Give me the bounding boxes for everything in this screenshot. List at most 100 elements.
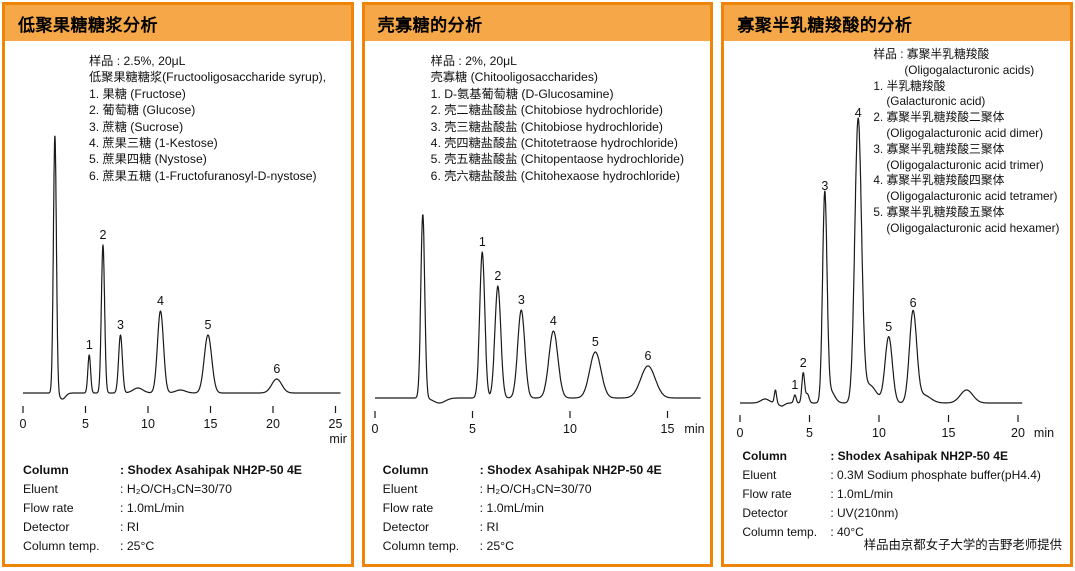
panel-oligogalacturonic-acids: 寡聚半乳糖羧酸的分析 样品 : 寡聚半乳糖羧酸 (Oligogalacturoni… <box>721 2 1074 567</box>
sample-line: 2. 寡聚半乳糖羧酸二聚体 <box>873 110 1005 125</box>
condition-row: Detector: UV(210nm) <box>742 504 1041 523</box>
tick-label: 10 <box>141 417 155 431</box>
sample-provider-note: 样品由京都女子大学的吉野老师提供 <box>863 538 1063 552</box>
condition-value: : 25°C <box>120 539 155 553</box>
peak-label: 5 <box>205 318 212 332</box>
axis-unit-label: min <box>329 432 347 446</box>
condition-row: Column temp. : 25°C <box>383 537 662 556</box>
sample-info: 样品 : 寡聚半乳糖羧酸 (Oligogalacturonic acids) 1. … <box>873 47 1059 237</box>
condition-label: Column <box>382 463 429 477</box>
sample-line: 1. 果糖 (Fructose) <box>89 86 186 101</box>
condition-value: : H₂O/CH₃CN=30/70 <box>120 482 232 496</box>
peak-label: 5 <box>886 320 893 334</box>
condition-value: : 1.0mL/min <box>830 487 894 501</box>
condition-label: Column temp. <box>742 525 818 539</box>
tick-label: 15 <box>660 422 674 436</box>
chromatogram-fructooligosaccharide: 0 5 10 15 20 25min 1 2 3 4 5 6 <box>20 135 347 446</box>
condition-row: Column temp.: 40°C <box>742 523 1041 542</box>
tick-label: 5 <box>469 422 476 436</box>
condition-label: Flow rate <box>742 487 792 501</box>
condition-value: : UV(210nm) <box>830 506 899 520</box>
condition-label: Detector <box>382 520 430 534</box>
sample-line: 3. 蔗糖 (Sucrose) <box>89 119 184 134</box>
peak-label: 2 <box>494 269 501 283</box>
analysis-conditions: Column: Shodex Asahipak NH2P-50 4E Eluent… <box>383 461 662 556</box>
peak-label: 2 <box>800 356 807 370</box>
sample-line: 1. D-氨基葡萄糖 (D-Glucosamine) <box>430 86 614 101</box>
sample-line: 1. 半乳糖羧酸 <box>873 78 946 93</box>
sample-line: 2. 壳二糖盐酸盐 (Chitobiose hydrochloride) <box>430 103 663 118</box>
sample-line: 4. 蔗果三糖 (1-Kestose) <box>89 136 218 151</box>
sample-line: 4. 壳四糖盐酸盐 (Chitotetraose hydrochloride) <box>430 136 678 151</box>
sample-line: 壳寡糖 (Chitooligosaccharides) <box>430 70 598 85</box>
panel-title-bar: 壳寡糖的分析 <box>364 5 711 41</box>
panel-title: 低聚果糖糖浆分析 <box>18 15 158 35</box>
condition-row: Column: Shodex Asahipak NH2P-50 4E <box>742 447 1041 466</box>
sample-line: (Oligogalacturonic acid dimer) <box>886 125 1044 140</box>
condition-value: : 0.3M Sodium phosphate buffer(pH4.4) <box>830 468 1041 482</box>
peak-label: 6 <box>910 296 917 310</box>
sample-info: 样品 : 2%, 20μL 壳寡糖 (Chitooligosaccharides)… <box>431 53 684 184</box>
sample-line: 5. 蔗果四糖 (Nystose) <box>89 152 207 167</box>
tick-label: 0 <box>371 422 378 436</box>
peak-label: 5 <box>592 335 599 349</box>
panel-fructooligosaccharide: 低聚果糖糖浆分析 样品 : 2.5%, 20μL 低聚果糖糖浆(Fructooli… <box>2 2 354 567</box>
condition-label: Eluent <box>742 468 777 482</box>
condition-label: Eluent <box>23 482 58 496</box>
condition-row: Flow rate : 1.0mL/min <box>742 485 1041 504</box>
sample-line: 低聚果糖糖浆(Fructooligosaccharide syrup), <box>89 70 327 85</box>
sample-line: (Oligogalacturonic acid tetramer) <box>886 189 1058 204</box>
peak-label: 1 <box>478 235 485 249</box>
condition-label: Eluent <box>382 482 418 496</box>
tick-label: 10 <box>872 426 886 440</box>
sample-line: 5. 寡聚半乳糖羧酸五聚体 <box>873 204 1005 219</box>
condition-row: Flow rate: 1.0mL/min <box>23 499 302 518</box>
sample-line: 6. 蔗果五糖 (1-Fructofuranosyl-D-nystose) <box>89 168 317 183</box>
chromatogram-oligogalacturonic-acids: 0 5 10 15 20 min 12 3 4 5 6 <box>737 106 1055 440</box>
condition-label: Detector <box>23 520 70 534</box>
peak-label: 2 <box>100 228 107 242</box>
analysis-conditions: Column: Shodex Asahipak NH2P-50 4E Eluent… <box>742 447 1041 542</box>
analysis-conditions: Column: Shodex Asahipak NH2P-50 4E Eluent… <box>23 461 302 556</box>
peak-label: 3 <box>117 318 124 332</box>
condition-value: : 25°C <box>479 539 514 553</box>
trace-line <box>22 135 341 400</box>
tick-label: 20 <box>266 417 280 431</box>
sample-line: 6. 壳六糖盐酸盐 (Chitohexaose hydrochloride) <box>430 168 680 183</box>
panel-chitooligosaccharides: 壳寡糖的分析 样品 : 2%, 20μL 壳寡糖 (Chitooligosacch… <box>361 2 714 567</box>
condition-row: Column temp.: 25°C <box>23 537 302 556</box>
axis-unit-label: min <box>684 422 704 436</box>
sample-info: 样品 : 2.5%, 20μL 低聚果糖糖浆(Fructooligosacchar… <box>89 53 326 184</box>
condition-value: : H₂O/CH₃CN=30/70 <box>479 482 592 496</box>
panel-title-bar: 寡聚半乳糖羧酸的分析 <box>724 5 1071 41</box>
condition-label: Flow rate <box>382 501 434 515</box>
sample-line: 4. 寡聚半乳糖羧酸四聚体 <box>873 173 1005 188</box>
sample-line: 3. 寡聚半乳糖羧酸三聚体 <box>873 141 1005 156</box>
tick-label: 25 <box>329 417 343 431</box>
condition-row: Eluent : H₂O/CH₃CN=30/70 <box>23 480 302 499</box>
condition-label: Column temp. <box>382 539 460 553</box>
peak-label: 1 <box>792 378 799 392</box>
sample-line: 样品 : 寡聚半乳糖羧酸 <box>873 47 990 61</box>
peak-label: 4 <box>157 294 164 308</box>
condition-label: Column <box>23 463 69 477</box>
tick-label: 5 <box>806 426 813 440</box>
sample-line: 3. 壳三糖盐酸盐 (Chitobiose hydrochloride) <box>430 119 663 134</box>
tick-label: 15 <box>204 417 218 431</box>
peak-label: 3 <box>517 293 524 307</box>
peak-label: 3 <box>822 179 829 193</box>
condition-row: Column: Shodex Asahipak NH2P-50 4E <box>23 461 302 480</box>
peak-label: 4 <box>550 314 557 328</box>
condition-label: Flow rate <box>23 501 74 515</box>
sample-line: (Oligogalacturonic acids) <box>904 62 1035 77</box>
tick-label: 0 <box>737 426 744 440</box>
condition-row: Eluent : H₂O/CH₃CN=30/70 <box>383 480 662 499</box>
sample-line: (Oligogalacturonic acid hexamer) <box>886 220 1060 235</box>
panel-title: 寡聚半乳糖羧酸的分析 <box>737 15 913 35</box>
condition-row: Detector: RI <box>383 518 662 537</box>
tick-label: 10 <box>563 422 577 436</box>
sample-line: 样品 : 2%, 20μL <box>430 54 517 68</box>
peak-label: 1 <box>86 338 93 352</box>
sample-line: (Galacturonic acid) <box>886 94 986 109</box>
